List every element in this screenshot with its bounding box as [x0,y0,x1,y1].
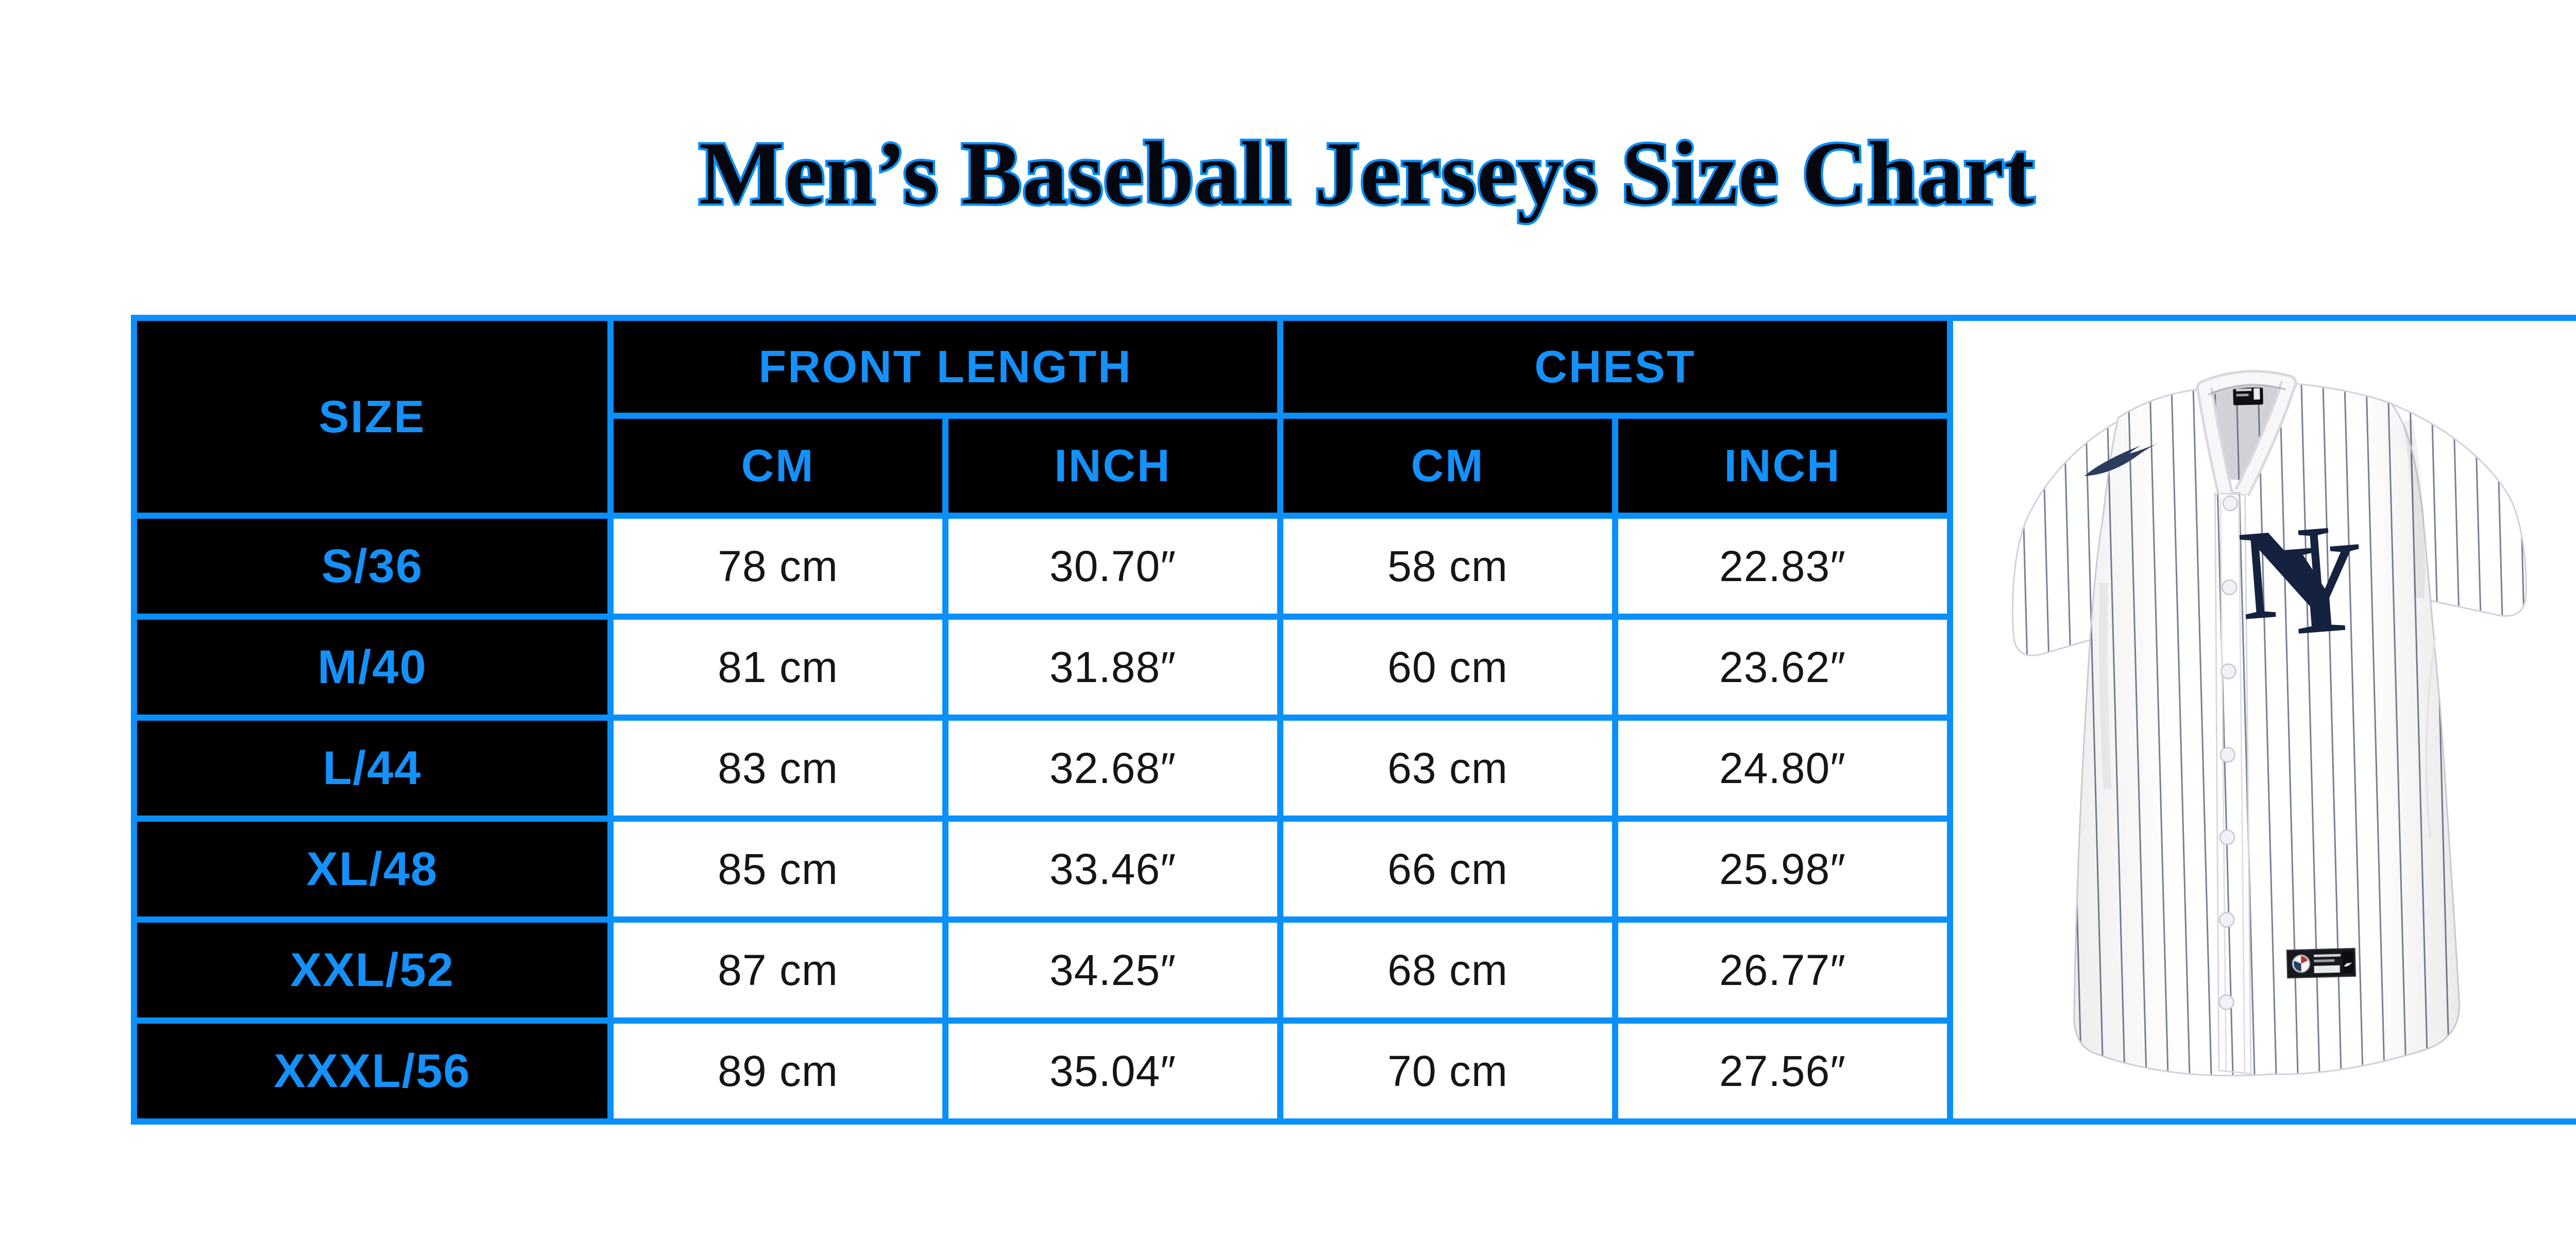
value-cell: 35.04″ [948,1024,1277,1118]
subheader-front-cm: CM [614,419,942,513]
value-cell: 89 cm [614,1024,942,1118]
value-cell: 23.62″ [1618,620,1947,715]
collar [2196,370,2297,497]
value-cell: 31.88″ [948,620,1277,715]
value-cell: 83 cm [614,721,942,816]
size-label-cell: L/44 [137,721,607,816]
jersey-buttons [2218,495,2239,1010]
value-cell: 78 cm [614,519,942,614]
size-chart-table: SIZE FRONT LENGTH CHEST [131,315,2576,1125]
button-placket [2214,492,2252,1075]
value-cell: 25.98″ [1618,822,1947,916]
subheader-chest-inch: INCH [1618,419,1947,513]
size-label-cell: XXXL/56 [137,1024,607,1118]
value-cell: 58 cm [1283,519,1612,614]
col-header-size: SIZE [137,321,607,513]
fold-line-right [2403,419,2425,598]
col-header-chest: CHEST [1283,321,1947,413]
value-cell: 33.46″ [948,822,1277,916]
monogram-y: Y [2266,514,2370,664]
value-cell: 68 cm [1283,923,1612,1017]
col-header-front-length: FRONT LENGTH [614,321,1277,413]
size-label-cell: M/40 [137,620,607,715]
value-cell: 66 cm [1283,822,1612,916]
size-label-cell: S/36 [137,519,607,614]
value-cell: 27.56″ [1618,1024,1947,1118]
fold-line-left [2099,583,2112,789]
value-cell: 34.25″ [948,923,1277,1017]
page-title: Men’s Baseball Jerseys Size Chart [697,121,2037,226]
value-cell: 81 cm [614,620,942,715]
monogram-n: N [2234,498,2338,648]
ny-monogram: N Y [2234,498,2370,664]
nike-swoosh-icon [2084,442,2161,476]
value-cell: 30.70″ [948,519,1277,614]
page-title-text: Men’s Baseball Jerseys Size Chart [699,123,2035,223]
jock-tag [2286,947,2357,979]
value-cell: 87 cm [614,923,942,1017]
value-cell: 85 cm [614,822,942,916]
size-label-cell: XXL/52 [137,923,607,1017]
value-cell: 24.80″ [1618,721,1947,816]
value-cell: 70 cm [1283,1024,1612,1118]
jersey-shading [2074,383,2460,1076]
fold-line [2425,636,2436,838]
jock-tag-swoosh-icon [2342,952,2353,974]
jersey-body: N Y [2012,370,2527,1077]
size-label-cell: XL/48 [137,822,607,916]
value-cell: 22.83″ [1618,519,1947,614]
jersey-image: N Y [1953,321,2576,1118]
value-cell: 63 cm [1283,721,1612,816]
value-cell: 60 cm [1283,620,1612,715]
jersey-illustration: N Y [2012,370,2527,1077]
value-cell: 26.77″ [1618,923,1947,1017]
mlb-logo-icon [2292,954,2311,973]
subheader-chest-cm: CM [1283,419,1612,513]
subheader-front-inch: INCH [948,419,1277,513]
value-cell: 32.68″ [948,721,1277,816]
neck-label [2233,384,2263,405]
